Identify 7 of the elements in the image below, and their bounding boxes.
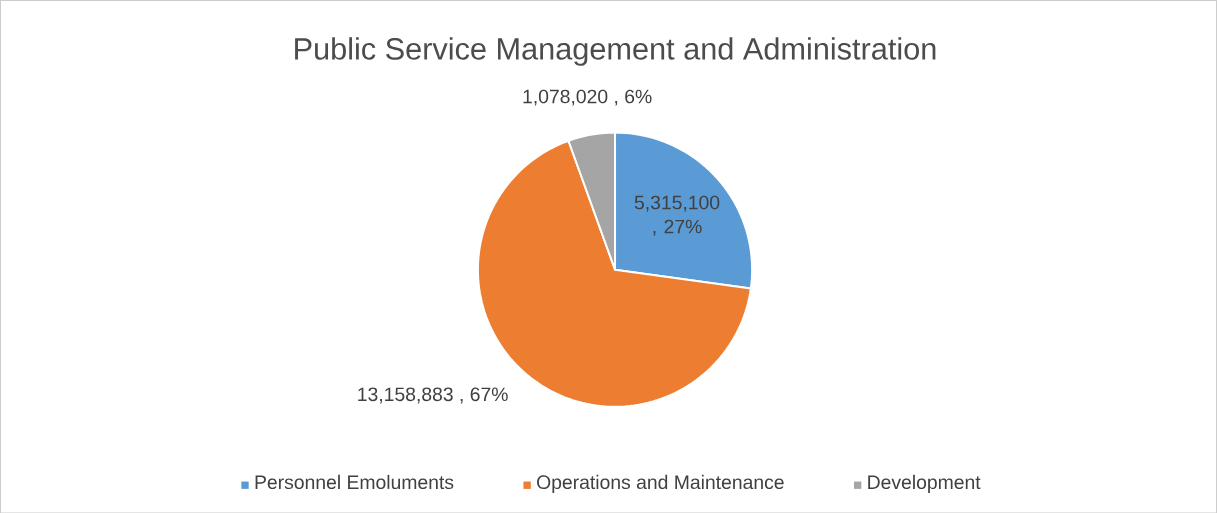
data-label: 13,158,883 , 67% xyxy=(358,387,508,404)
legend-label: Operations and Maintenance xyxy=(537,474,784,493)
legend-label: Development xyxy=(868,474,981,493)
legend-label: Personnel Emoluments xyxy=(255,474,454,489)
data-label: 5,315,100 , 27% xyxy=(634,195,720,236)
chart-title: Public Service Management and Administration xyxy=(295,37,936,66)
data-label: 1,078,020 , 6% xyxy=(523,89,652,106)
